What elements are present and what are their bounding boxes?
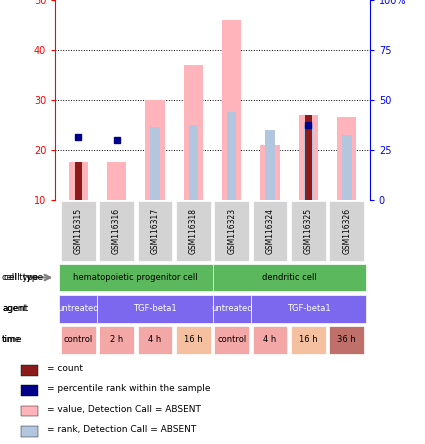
Bar [305, 115, 312, 200]
FancyBboxPatch shape [176, 326, 210, 353]
Bar [21, 365, 38, 376]
Text: time: time [2, 335, 21, 344]
Bar [69, 163, 88, 200]
Text: = value, Detection Call = ABSENT: = value, Detection Call = ABSENT [47, 405, 201, 414]
Text: GSM116326: GSM116326 [342, 208, 351, 254]
Text: TGF-beta1: TGF-beta1 [133, 304, 177, 313]
FancyBboxPatch shape [215, 326, 249, 353]
Bar [342, 135, 351, 200]
Text: GSM116316: GSM116316 [112, 208, 121, 254]
Text: 4 h: 4 h [148, 335, 162, 344]
FancyBboxPatch shape [329, 201, 364, 261]
Text: 16 h: 16 h [299, 335, 318, 344]
FancyBboxPatch shape [99, 201, 134, 261]
FancyBboxPatch shape [212, 295, 251, 322]
Bar [145, 100, 164, 200]
Text: GSM116317: GSM116317 [150, 208, 159, 254]
Bar [107, 163, 126, 200]
Text: GSM116318: GSM116318 [189, 208, 198, 254]
FancyBboxPatch shape [59, 295, 97, 322]
FancyBboxPatch shape [251, 295, 366, 322]
Bar [265, 130, 275, 200]
Bar [21, 426, 38, 437]
Text: = rank, Detection Call = ABSENT: = rank, Detection Call = ABSENT [47, 425, 196, 434]
Bar [21, 385, 38, 396]
Text: hematopoietic progenitor cell: hematopoietic progenitor cell [74, 273, 198, 282]
Bar [75, 163, 82, 200]
FancyBboxPatch shape [138, 201, 172, 261]
Text: TGF-beta1: TGF-beta1 [286, 304, 330, 313]
Text: control: control [217, 335, 246, 344]
FancyBboxPatch shape [212, 263, 366, 291]
FancyBboxPatch shape [291, 201, 326, 261]
Text: 2 h: 2 h [110, 335, 123, 344]
Text: dendritic cell: dendritic cell [262, 273, 317, 282]
FancyBboxPatch shape [138, 326, 172, 353]
Bar [303, 125, 313, 200]
Text: GSM116324: GSM116324 [266, 208, 275, 254]
Text: untreated: untreated [211, 304, 252, 313]
Text: GSM116315: GSM116315 [74, 208, 83, 254]
FancyBboxPatch shape [61, 201, 96, 261]
FancyBboxPatch shape [59, 263, 212, 291]
FancyBboxPatch shape [97, 295, 212, 322]
Bar [227, 112, 236, 200]
Bar [184, 65, 203, 200]
FancyBboxPatch shape [61, 326, 96, 353]
Text: 4 h: 4 h [264, 335, 277, 344]
Text: agent: agent [2, 304, 26, 313]
Text: untreated: untreated [57, 304, 99, 313]
Bar [222, 20, 241, 200]
Text: = count: = count [47, 364, 83, 373]
Text: agent: agent [2, 304, 28, 313]
FancyBboxPatch shape [176, 201, 210, 261]
FancyBboxPatch shape [329, 326, 364, 353]
Text: GSM116325: GSM116325 [304, 208, 313, 254]
Text: GSM116323: GSM116323 [227, 208, 236, 254]
FancyBboxPatch shape [253, 326, 287, 353]
Bar [337, 117, 356, 200]
Text: cell type: cell type [2, 273, 38, 282]
Text: = percentile rank within the sample: = percentile rank within the sample [47, 385, 210, 393]
Text: 36 h: 36 h [337, 335, 356, 344]
FancyBboxPatch shape [99, 326, 134, 353]
Text: 16 h: 16 h [184, 335, 203, 344]
Bar [189, 125, 198, 200]
Bar [21, 406, 38, 416]
Bar [150, 127, 160, 200]
Bar [261, 145, 280, 200]
Bar [299, 115, 318, 200]
FancyBboxPatch shape [291, 326, 326, 353]
Text: control: control [64, 335, 93, 344]
Text: time: time [2, 335, 23, 344]
FancyBboxPatch shape [253, 201, 287, 261]
Text: cell type: cell type [4, 273, 43, 282]
FancyBboxPatch shape [215, 201, 249, 261]
